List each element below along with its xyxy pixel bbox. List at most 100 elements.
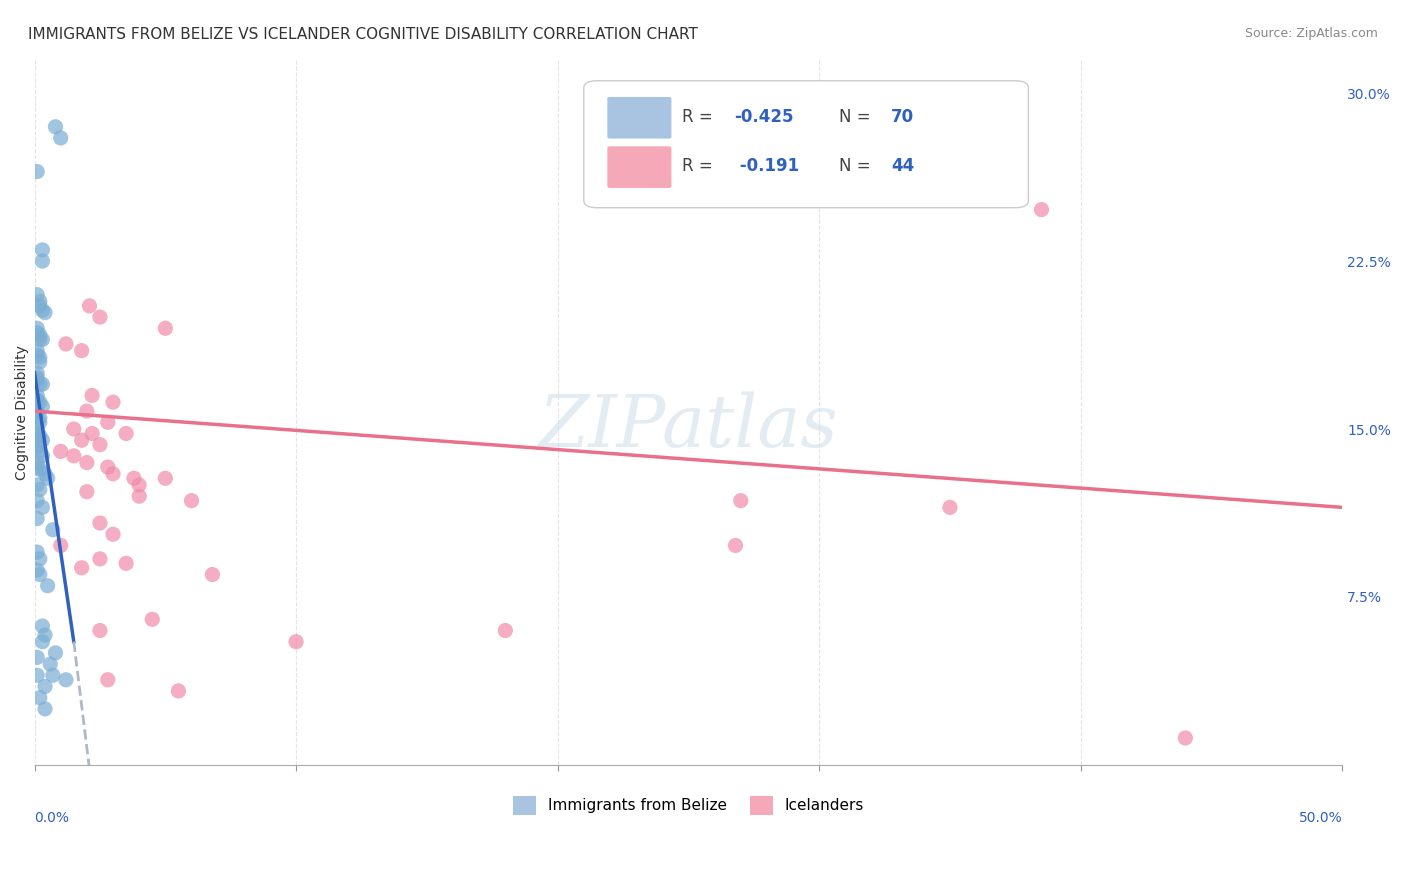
Point [25,370,48,384]
Point [34,467,56,481]
Point [31,400,53,414]
Point [25,373,48,387]
Point [25,438,48,452]
Point [44,646,66,660]
Text: ZIPatlas: ZIPatlas [538,391,838,461]
Point [25,422,48,436]
Point [28,333,51,347]
Point [201,567,224,582]
Text: N =: N = [839,157,876,175]
Point [122,471,145,485]
Point [82,388,104,402]
Point [28,294,51,309]
Text: 50.0%: 50.0% [1299,811,1343,825]
Point [49,131,72,145]
Point [28,690,51,705]
Text: IMMIGRANTS FROM BELIZE VS ICELANDER COGNITIVE DISABILITY CORRELATION CHART: IMMIGRANTS FROM BELIZE VS ICELANDER COGN… [28,27,697,42]
Point [28,552,51,566]
Point [1031,202,1053,217]
Text: 44: 44 [891,157,914,175]
Point [939,500,962,515]
Point [70,561,93,575]
Point [730,493,752,508]
Point [97,415,120,429]
Point [167,684,190,698]
Point [55,673,77,687]
Point [76,404,98,418]
Point [25,668,48,682]
Text: R =: R = [682,109,718,127]
Point [28,462,51,476]
FancyBboxPatch shape [607,97,672,138]
Point [34,628,56,642]
Point [89,310,111,324]
Text: N =: N = [839,109,876,127]
Point [724,113,747,128]
Point [101,467,124,481]
Point [25,404,48,418]
Point [494,624,516,638]
Point [28,483,51,497]
Text: R =: R = [682,157,718,175]
Point [25,478,48,492]
Point [101,395,124,409]
Point [101,527,124,541]
Point [97,673,120,687]
Point [28,328,51,343]
Point [31,333,53,347]
Text: 70: 70 [891,109,914,127]
Point [55,337,77,351]
Point [62,422,84,436]
Point [25,366,48,380]
Point [115,557,138,571]
Point [37,471,59,485]
Point [25,392,48,407]
Point [28,567,51,582]
Point [76,456,98,470]
Point [31,243,53,257]
Point [89,516,111,530]
Point [155,321,177,335]
Point [25,426,48,441]
Point [34,680,56,694]
Point [37,579,59,593]
Point [285,634,308,648]
Point [42,668,65,682]
Point [25,460,48,475]
Point [49,444,72,458]
Point [128,478,150,492]
Point [70,343,93,358]
Point [25,406,48,420]
Point [28,355,51,369]
Text: -0.191: -0.191 [734,157,799,175]
FancyBboxPatch shape [607,146,672,188]
Point [25,388,48,402]
Point [31,449,53,463]
Point [42,523,65,537]
Point [25,287,48,301]
Point [34,305,56,319]
Point [25,545,48,559]
Point [25,164,48,178]
Point [25,326,48,340]
Point [82,426,104,441]
Point [28,351,51,365]
Point [25,493,48,508]
Point [25,650,48,665]
Point [39,657,62,671]
Point [128,489,150,503]
Point [25,456,48,470]
Point [89,552,111,566]
Text: 0.0%: 0.0% [35,811,69,825]
Point [28,395,51,409]
Point [31,619,53,633]
Point [31,500,53,515]
Point [28,444,51,458]
Legend: Immigrants from Belize, Icelanders: Immigrants from Belize, Icelanders [506,789,870,821]
Point [180,493,202,508]
Point [28,415,51,429]
Point [62,449,84,463]
Point [25,343,48,358]
Point [25,563,48,577]
Point [97,460,120,475]
